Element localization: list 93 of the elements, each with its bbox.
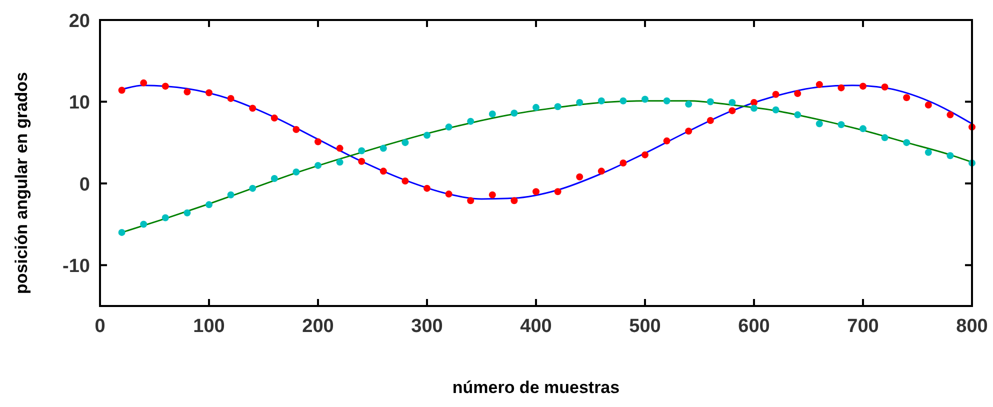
- point: [467, 197, 474, 204]
- point: [118, 86, 126, 94]
- point: [794, 90, 802, 98]
- x-tick-label: 0: [94, 316, 106, 337]
- point: [270, 175, 278, 182]
- point: [924, 101, 932, 108]
- point: [772, 106, 780, 114]
- point: [838, 121, 845, 128]
- point: [292, 126, 300, 133]
- point: [554, 188, 562, 196]
- point: [924, 148, 932, 156]
- point: [772, 90, 780, 98]
- point: [598, 168, 605, 175]
- point: [642, 151, 648, 158]
- point: [554, 103, 562, 110]
- point: [532, 188, 540, 196]
- y-axis-title: posición angular en grados: [12, 72, 31, 294]
- point: [445, 124, 452, 131]
- point: [424, 132, 430, 139]
- x-tick-label: 500: [629, 316, 661, 337]
- point: [838, 84, 845, 92]
- y-tick-label: 20: [68, 11, 90, 32]
- point: [903, 139, 910, 146]
- point: [946, 111, 954, 118]
- point: [424, 184, 430, 192]
- point: [620, 97, 627, 104]
- point: [881, 134, 888, 142]
- point: [467, 118, 474, 125]
- point: [402, 139, 409, 146]
- point: [860, 125, 866, 132]
- x-axis-title: número de muestras: [452, 378, 620, 397]
- point: [206, 89, 212, 96]
- y-tick-label: 10: [68, 92, 90, 114]
- point: [162, 82, 169, 90]
- point: [402, 177, 409, 184]
- point: [488, 191, 496, 198]
- point: [445, 190, 452, 198]
- point: [358, 158, 366, 165]
- point: [816, 120, 823, 128]
- point: [706, 98, 714, 106]
- point: [685, 100, 692, 108]
- point: [750, 104, 758, 112]
- point: [728, 99, 736, 106]
- point: [685, 128, 692, 135]
- point: [249, 184, 256, 192]
- x-tick-label: 300: [411, 316, 443, 337]
- point: [314, 162, 322, 169]
- point: [184, 88, 191, 96]
- point: [249, 104, 256, 112]
- point: [118, 228, 126, 236]
- point: [510, 110, 518, 117]
- point: [663, 137, 670, 144]
- x-tick-label: 800: [956, 316, 988, 337]
- point: [358, 147, 366, 154]
- y-tick-label: -10: [62, 256, 90, 278]
- point: [380, 168, 387, 175]
- point: [184, 209, 191, 216]
- x-tick-label: 600: [738, 316, 770, 337]
- point: [750, 99, 758, 106]
- point: [642, 96, 648, 103]
- point: [706, 117, 714, 124]
- point: [620, 160, 627, 166]
- point: [576, 99, 584, 106]
- x-tick-label: 400: [520, 316, 552, 337]
- point: [728, 107, 736, 114]
- point: [794, 111, 802, 118]
- point: [881, 84, 888, 90]
- point: [903, 94, 910, 102]
- point: [510, 197, 518, 204]
- point: [206, 201, 212, 208]
- point: [488, 110, 496, 118]
- point: [946, 152, 954, 160]
- point: [336, 144, 344, 152]
- point: [227, 191, 234, 198]
- point: [292, 168, 300, 176]
- point: [380, 144, 387, 152]
- point: [227, 94, 234, 102]
- point: [860, 82, 866, 90]
- point: [816, 81, 823, 88]
- point: [270, 114, 278, 122]
- point: [162, 214, 169, 222]
- x-tick-label: 200: [302, 316, 334, 337]
- point: [140, 220, 148, 228]
- point: [314, 138, 322, 146]
- x-tick-label: 700: [847, 316, 879, 337]
- point: [336, 158, 344, 166]
- y-tick-label: 0: [79, 174, 90, 196]
- x-tick-label: 100: [193, 316, 225, 337]
- point: [532, 104, 540, 111]
- point: [598, 97, 605, 104]
- point: [140, 79, 148, 86]
- point: [576, 173, 584, 180]
- point: [663, 97, 670, 104]
